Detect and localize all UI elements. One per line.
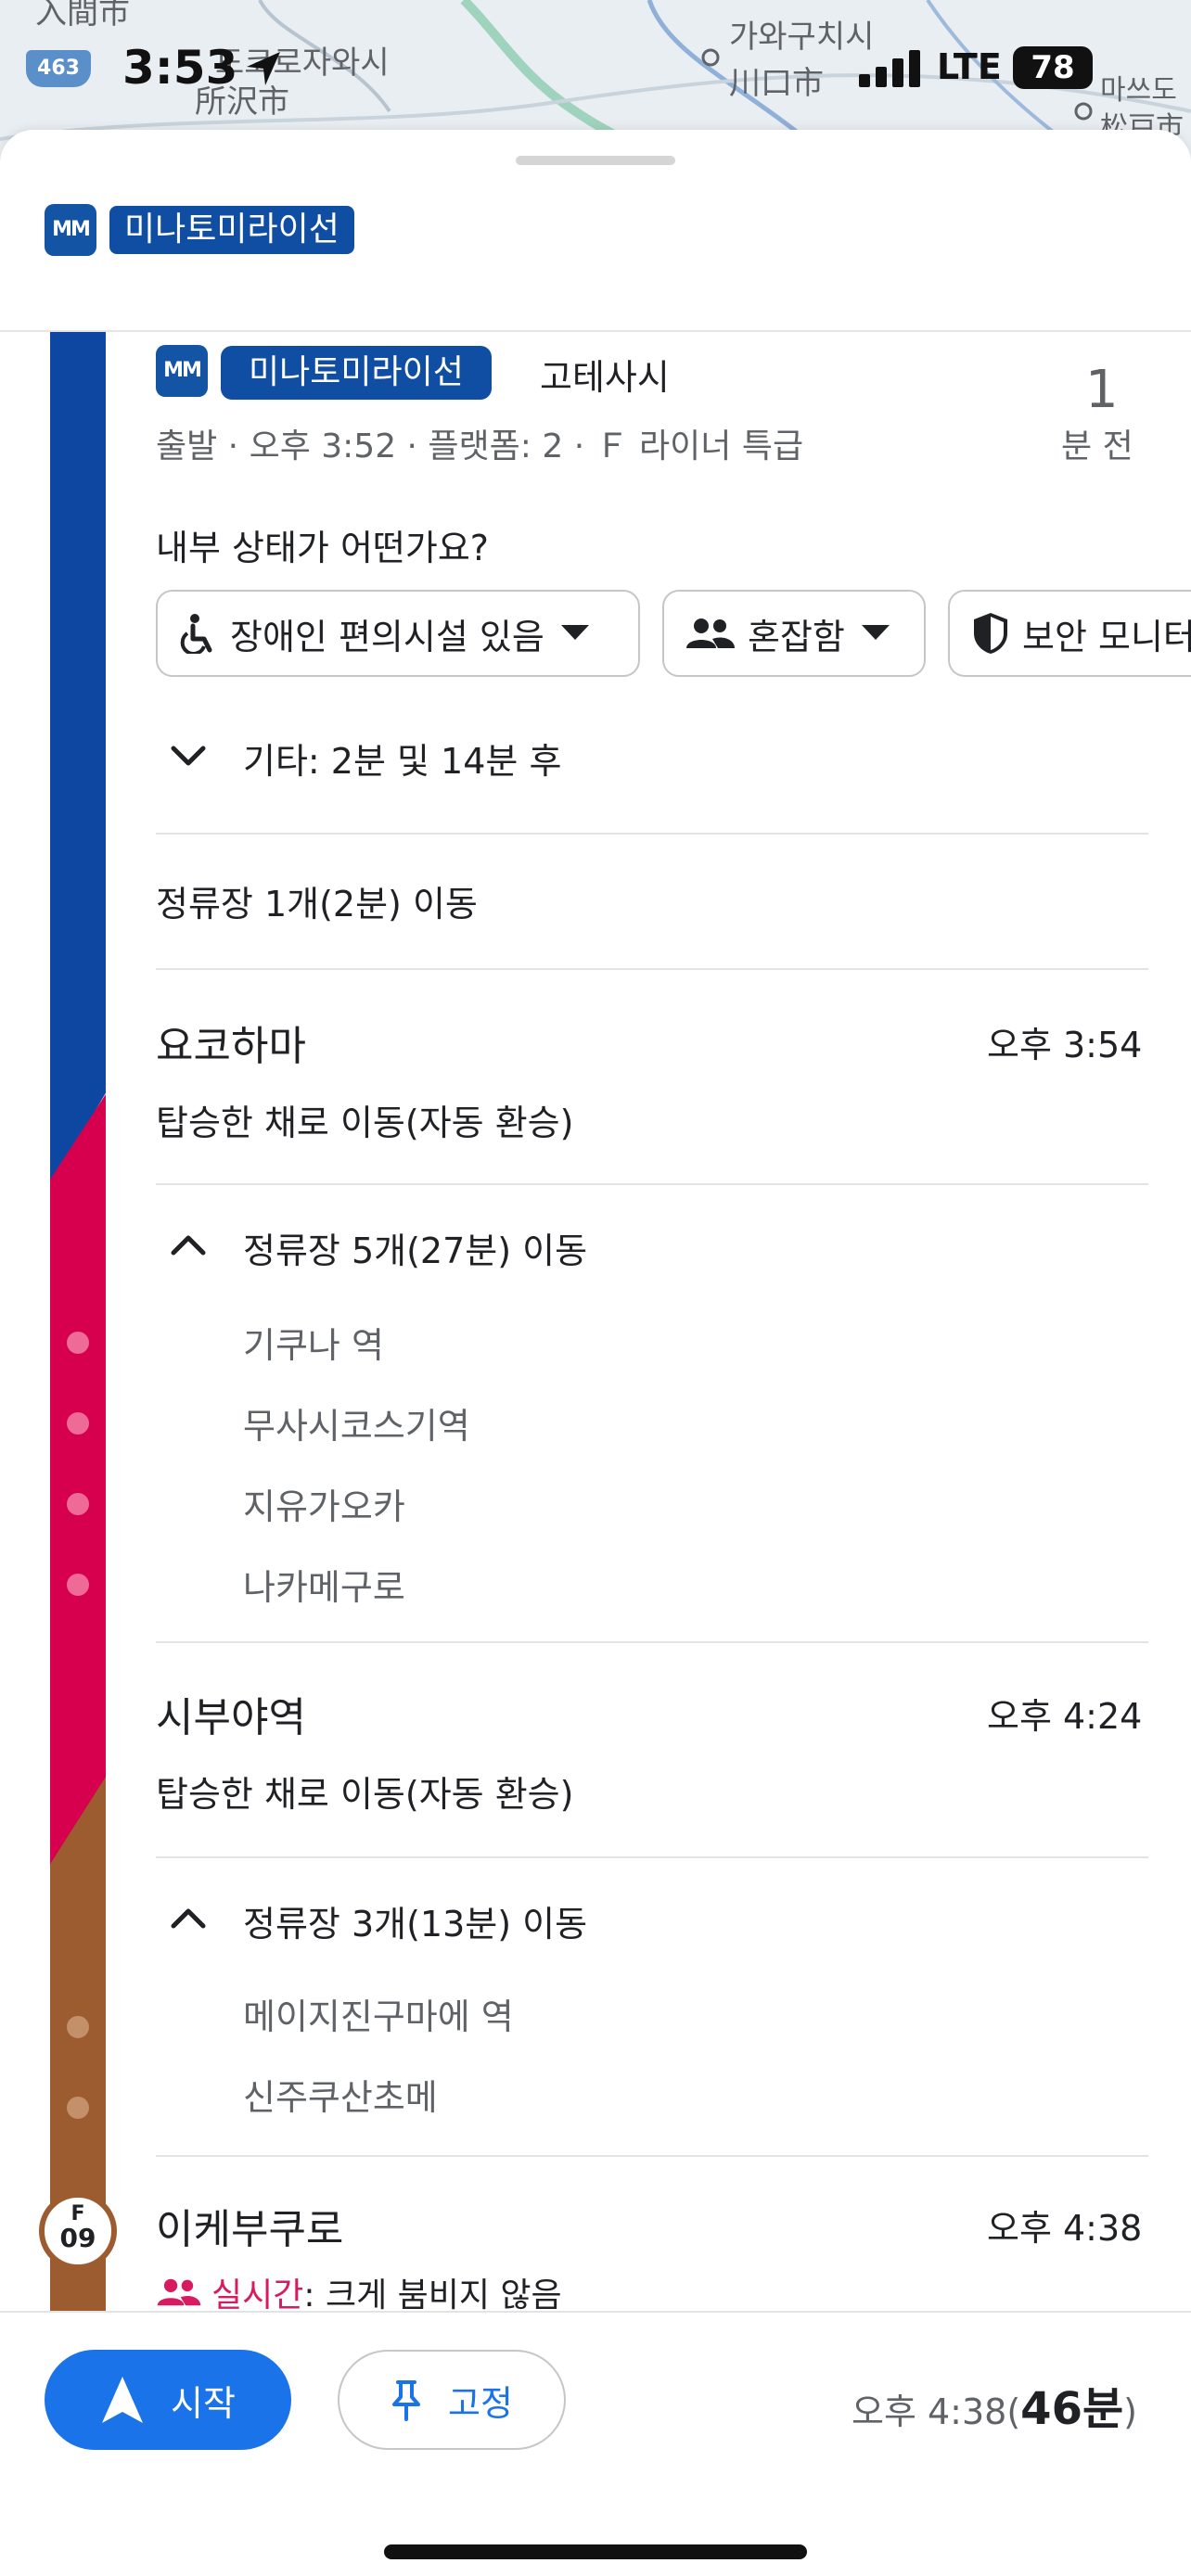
stop-dot: [67, 2097, 89, 2119]
map-label: 가와구치시: [729, 19, 875, 56]
start-button[interactable]: 시작: [45, 2350, 291, 2450]
stop-time: 오후 4:24: [987, 1696, 1143, 1737]
move-summary[interactable]: 정류장 5개(27분) 이동: [243, 1231, 588, 1271]
divider: [156, 2155, 1148, 2157]
trip-duration: 46분: [1020, 2383, 1124, 2435]
stop-name[interactable]: 요코하마: [156, 1023, 306, 1070]
departure-minutes: 1: [1085, 360, 1119, 420]
station-code-letter: F: [70, 2202, 85, 2225]
navigation-arrow-icon: [102, 2377, 144, 2423]
minatomirai-logo-icon: MM: [156, 345, 208, 397]
intermediate-stop: 메이지진구마에 역: [243, 1996, 514, 2037]
station-code-number: 09: [59, 2223, 96, 2253]
start-label: 시작: [171, 2382, 236, 2424]
intermediate-stop: 나카메구로: [243, 1567, 405, 1608]
location-arrow-icon: [247, 52, 280, 85]
divider: [156, 1183, 1148, 1185]
departure-minutes-unit: 분 전: [1061, 427, 1133, 465]
home-indicator[interactable]: [384, 2544, 807, 2559]
divider: [156, 833, 1148, 835]
intermediate-stop: 신주쿠산초메: [243, 2077, 438, 2118]
intermediate-stop: 기쿠나 역: [243, 1325, 384, 1366]
map-label: 도코로자와시: [215, 45, 390, 82]
stop-name[interactable]: 시부야역: [156, 1694, 306, 1741]
map-label: 川口市: [729, 65, 824, 102]
chip-label: 장애인 편의시설 있음: [230, 616, 544, 657]
security-chip[interactable]: 보안 모니터링: [948, 590, 1191, 677]
stop-dot: [67, 1332, 89, 1354]
stop-dot: [67, 1412, 89, 1435]
divider: [156, 968, 1148, 970]
crowded-chip[interactable]: 혼잡함: [662, 590, 926, 677]
chevron-down-icon: [861, 625, 890, 640]
route-segment-toyoko: [50, 1094, 106, 1869]
route-segment-minatomirai: [50, 332, 106, 1187]
pin-label: 고정: [448, 2382, 513, 2424]
divider: [156, 1641, 1148, 1643]
arrival-summary: 오후 4:38(46분): [852, 2372, 1137, 2437]
wheelchair-icon: [180, 614, 212, 654]
pin-icon: [392, 2380, 421, 2421]
stop-dot: [67, 1493, 89, 1515]
sheet-drag-handle[interactable]: [516, 156, 675, 165]
stop-dot: [67, 1574, 89, 1596]
destination: 고테사시: [540, 357, 670, 398]
stop-dot: [67, 2016, 89, 2038]
intermediate-stop: 지유가오카: [243, 1486, 405, 1527]
sheet-header: MM 미나토미라이선: [0, 130, 1191, 332]
other-departures[interactable]: 기타: 2분 및 14분 후: [243, 741, 562, 782]
crowd-icon: [157, 2278, 201, 2306]
signal-icon: [859, 50, 920, 87]
map-label: 所沢市: [195, 83, 289, 121]
route-shield: 463: [26, 50, 91, 87]
bottom-action-bar: 시작 고정 오후 4:38(46분): [0, 2311, 1191, 2576]
people-icon: [686, 618, 735, 648]
chevron-down-icon: [560, 625, 589, 640]
stop-time: 오후 3:54: [987, 1025, 1143, 1065]
departure-details: 출발 · 오후 3:52 · 플랫폼: 2 · Ｆ 라이너 특급: [156, 427, 804, 465]
divider: [156, 1856, 1148, 1858]
shield-icon: [974, 613, 1007, 654]
realtime-text: : 크게 붐비지 않음: [303, 2276, 562, 2315]
chevron-up-icon[interactable]: [171, 1233, 206, 1256]
realtime-label: 실시간: [211, 2276, 304, 2315]
chevron-up-icon[interactable]: [171, 1906, 206, 1929]
line-name-badge: 미나토미라이선: [109, 206, 354, 254]
chevron-down-icon[interactable]: [171, 746, 206, 768]
stop-note: 탑승한 채로 이동(자동 환승): [156, 1774, 574, 1815]
pin-button[interactable]: 고정: [338, 2350, 566, 2450]
stop-time: 오후 4:38: [987, 2208, 1143, 2249]
network-type: LTE: [937, 46, 1002, 87]
move-summary[interactable]: 정류장 3개(13분) 이동: [243, 1904, 588, 1945]
crowd-question: 내부 상태가 어떤가요?: [156, 528, 489, 568]
minatomirai-logo-icon: MM: [45, 204, 96, 256]
stop-note: 탑승한 채로 이동(자동 환승): [156, 1103, 574, 1143]
chip-label: 보안 모니터링: [1022, 616, 1191, 657]
chip-label: 혼잡함: [748, 616, 845, 657]
map-label: 마쓰도: [1100, 74, 1177, 107]
status-time: 3:53: [122, 41, 238, 95]
realtime-status: 실시간: 크게 붐비지 않음: [211, 2268, 562, 2316]
arrival-time: 오후 4:38(: [852, 2391, 1021, 2432]
directions-sheet: MM 미나토미라이선 MM 미나토미라이선 고테사시 출발 · 오후 3:52 …: [0, 130, 1191, 2576]
close-paren: ): [1123, 2391, 1137, 2432]
stop-name[interactable]: 이케부쿠로: [156, 2206, 344, 2253]
battery-level: 78: [1013, 46, 1093, 89]
line-name-badge: 미나토미라이선: [221, 346, 492, 400]
move-summary[interactable]: 정류장 1개(2분) 이동: [156, 884, 478, 925]
intermediate-stop: 무사시코스기역: [243, 1406, 470, 1447]
accessibility-chip[interactable]: 장애인 편의시설 있음: [156, 590, 640, 677]
map-label: 入間市: [35, 0, 130, 32]
station-code-badge: F 09: [39, 2192, 117, 2270]
